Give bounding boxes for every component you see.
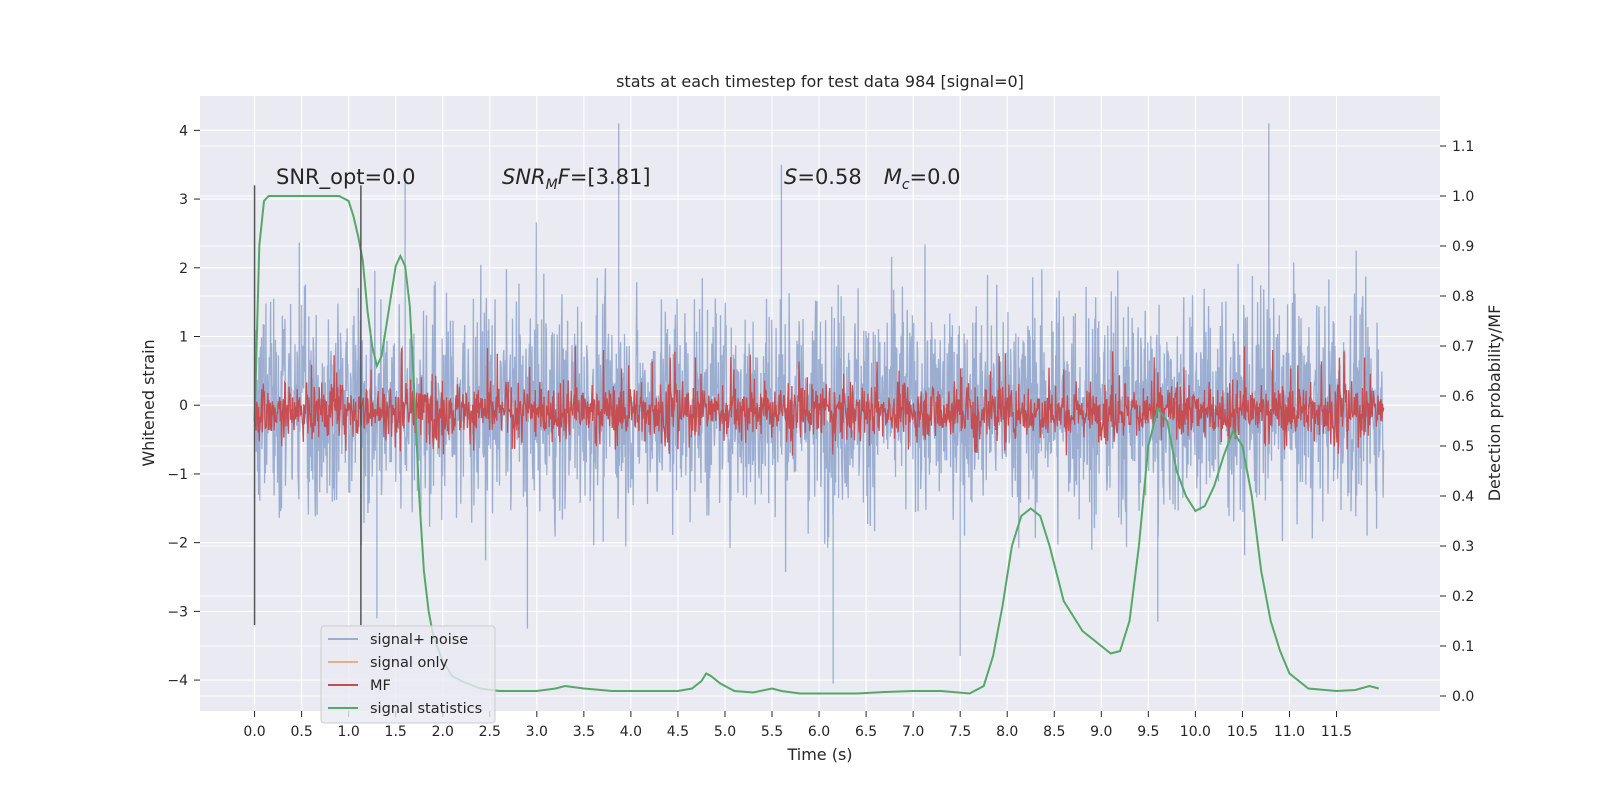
annotation-s-mc: S=0.58 Mc=0.0 bbox=[784, 165, 961, 193]
y-tick-label: 0 bbox=[179, 398, 188, 414]
annotation-mc-symbol: M bbox=[884, 165, 902, 189]
x-tick-label: 7.0 bbox=[902, 724, 924, 740]
x-tick-label: 8.0 bbox=[996, 724, 1018, 740]
annotation-mc-value: =0.0 bbox=[910, 165, 961, 189]
x-tick-label: 2.0 bbox=[432, 724, 454, 740]
x-tick-label: 4.0 bbox=[620, 724, 642, 740]
series-signal-plus-noise bbox=[253, 123, 1385, 684]
y-tick-label: −4 bbox=[167, 673, 188, 689]
x-tick-label: 2.5 bbox=[479, 724, 501, 740]
x-tick-label: 3.0 bbox=[526, 724, 548, 740]
x-tick-label: 5.5 bbox=[761, 724, 783, 740]
y-tick-label: 3 bbox=[179, 192, 188, 208]
legend-entries: signal+ noise signal only MF signal statist… bbox=[328, 632, 482, 717]
series-mf bbox=[253, 346, 1385, 456]
x-tick-label: 9.5 bbox=[1137, 724, 1159, 740]
x-tick-label: 1.5 bbox=[385, 724, 407, 740]
y2-tick-label: 1.0 bbox=[1452, 189, 1474, 205]
x-axis-title: Time (s) bbox=[786, 745, 852, 764]
x-tick-label: 10.0 bbox=[1180, 724, 1211, 740]
annotation-snr-mf: SNRMF=[3.81] bbox=[502, 165, 651, 193]
y-tick-label: −1 bbox=[167, 467, 188, 483]
annotation-snr-mf-prefix: SNR bbox=[502, 165, 546, 189]
annotation-mc-sub: c bbox=[902, 177, 910, 193]
y2-axis-title: Detection probability/MF bbox=[1485, 305, 1504, 502]
legend: signal+ noise signal only MF signal statist… bbox=[320, 625, 496, 724]
x-tick-label: 11.5 bbox=[1321, 724, 1352, 740]
x-tick-label: 3.5 bbox=[573, 724, 595, 740]
annotation-s-value: =0.58 bbox=[797, 165, 861, 189]
x-tick-label: 5.0 bbox=[714, 724, 736, 740]
y-axis-title: Whitened strain bbox=[139, 339, 158, 466]
x-tick-label: 1.0 bbox=[338, 724, 360, 740]
annotation-snr-mf-value: =[3.81] bbox=[570, 165, 651, 189]
y2-tick-label: 0.3 bbox=[1452, 539, 1474, 555]
y-tick-label: −2 bbox=[167, 536, 188, 552]
vline-layer bbox=[253, 185, 362, 626]
annotation-s-symbol: S bbox=[784, 165, 797, 189]
series-layer bbox=[253, 123, 1385, 695]
x-tick-label: 6.5 bbox=[855, 724, 877, 740]
series-signal-statistics bbox=[253, 195, 1380, 695]
y2-tick-label: 0.2 bbox=[1452, 589, 1474, 605]
annotation-snr-mf-sub: M bbox=[546, 177, 558, 193]
chart-title: stats at each timestep for test data 984… bbox=[616, 72, 1024, 91]
legend-label: signal statistics bbox=[370, 701, 482, 717]
y2-tick-label: 0.0 bbox=[1452, 689, 1474, 705]
legend-box bbox=[320, 625, 496, 724]
x-tick-label: 8.5 bbox=[1043, 724, 1065, 740]
legend-label: signal only bbox=[370, 655, 449, 671]
x-tick-label: 9.0 bbox=[1090, 724, 1112, 740]
y-tick-label: 4 bbox=[179, 123, 188, 139]
x-tick-label: 0.0 bbox=[243, 724, 265, 740]
annotation-snr-opt: SNR_opt=0.0 bbox=[276, 165, 416, 190]
y-tick-label: −3 bbox=[167, 604, 188, 620]
y2-tick-label: 0.8 bbox=[1452, 289, 1474, 305]
x-tick-label: 11.0 bbox=[1274, 724, 1305, 740]
x-tick-label: 7.5 bbox=[949, 724, 971, 740]
x-tick-label: 10.5 bbox=[1227, 724, 1258, 740]
y2-tick-label: 0.4 bbox=[1452, 489, 1474, 505]
y-tick-label: 2 bbox=[179, 261, 188, 277]
y2-tick-label: 1.1 bbox=[1452, 139, 1474, 155]
legend-label: signal+ noise bbox=[370, 632, 468, 648]
x-tick-label: 6.0 bbox=[808, 724, 830, 740]
y-tick-label: 1 bbox=[179, 330, 188, 346]
x-tick-label: 0.5 bbox=[290, 724, 312, 740]
y2-tick-label: 0.1 bbox=[1452, 639, 1474, 655]
x-tick-label: 4.5 bbox=[667, 724, 689, 740]
annotation-snr-mf-f: F bbox=[558, 165, 571, 189]
tick-layer: 0.0 0.5 1.0 1.5 2.0 2.5 3.0 3.5 4.0 4.5 5.0 5.5 6.0 6… bbox=[167, 123, 1474, 740]
y2-tick-label: 0.9 bbox=[1452, 239, 1474, 255]
y2-tick-label: 0.7 bbox=[1452, 339, 1474, 355]
y2-tick-label: 0.5 bbox=[1452, 439, 1474, 455]
y2-tick-label: 0.6 bbox=[1452, 389, 1474, 405]
legend-label: MF bbox=[370, 678, 391, 694]
